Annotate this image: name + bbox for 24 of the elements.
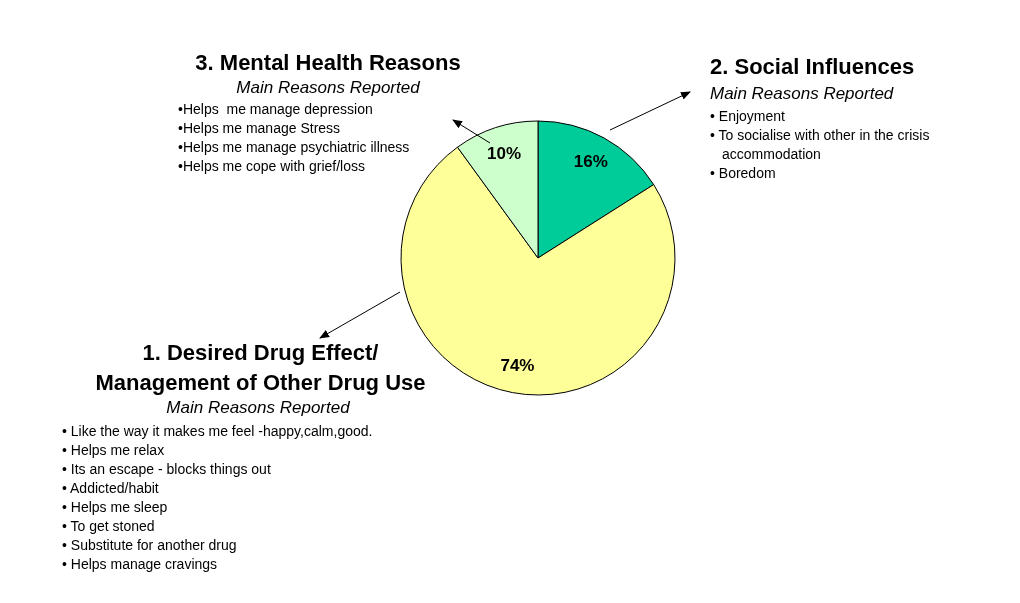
text: • Helps manage cravings <box>62 555 219 574</box>
data-label: 74% <box>500 356 535 376</box>
text: • Like the way it makes me feel -happy,calm,good. <box>62 422 374 441</box>
slice-label: 2. Social Influences <box>710 53 916 81</box>
data-label: 16% <box>573 152 608 172</box>
text: • Its an escape - blocks things out <box>62 460 272 479</box>
text: Main Reasons Reported <box>710 84 895 104</box>
text: •Helps me manage depression <box>178 100 374 119</box>
text: • Addicted/habit <box>62 479 160 498</box>
text: • Enjoyment <box>710 107 786 126</box>
text: Main Reasons Reported <box>165 398 351 418</box>
text: • Helps me relax <box>62 441 166 460</box>
text: •Helps me cope with grief/loss <box>178 157 366 176</box>
text: • Helps me sleep <box>62 498 169 517</box>
text: • To get stoned <box>62 517 156 536</box>
text: •Helps me manage Stress <box>178 119 342 138</box>
text: • Substitute for another drug <box>62 536 238 555</box>
text: • Boredom <box>710 164 777 183</box>
text: • To socialise with other in the crisis accommodation <box>710 126 931 164</box>
slice-label: 1. Desired Drug Effect/ Management of Other Drug Use <box>94 339 427 397</box>
text: •Helps me manage psychiatric illness <box>178 138 411 157</box>
text: Main Reasons Reported <box>235 78 421 98</box>
slice-label: 3. Mental Health Reasons <box>194 49 462 77</box>
data-label: 10% <box>487 144 522 164</box>
